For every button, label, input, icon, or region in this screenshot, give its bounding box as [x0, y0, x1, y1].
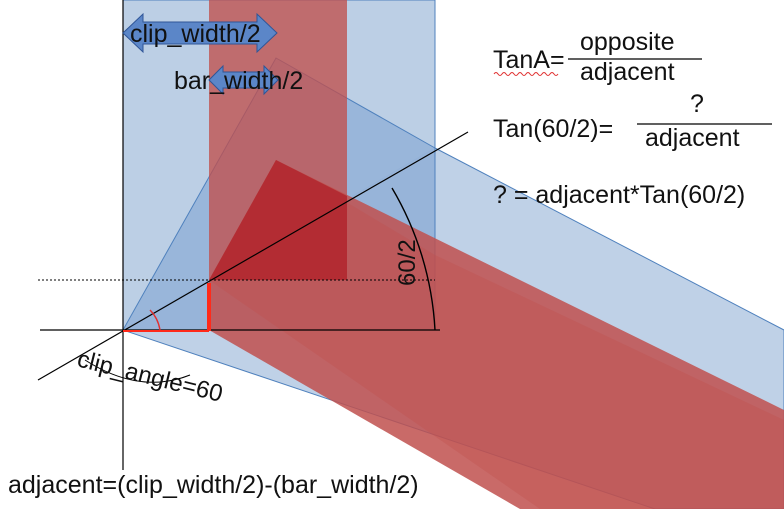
tan-formula-denominator: adjacent: [580, 58, 675, 86]
adjacent-formula-label: adjacent=(clip_width/2)-(bar_width/2): [8, 471, 419, 499]
spellcheck-squiggle: [493, 72, 559, 76]
tan60-formula-numerator: ?: [690, 90, 704, 118]
angle-half-arc: [391, 187, 436, 331]
diagonal-reference-line: [37, 131, 469, 381]
bar-width-arrow[interactable]: [208, 64, 279, 96]
bar-diagonal-strip: [209, 160, 784, 509]
angle-half-label: 60/2: [394, 239, 421, 286]
tan-formula-numerator: opposite: [580, 28, 675, 56]
clip-angle-small-arc: [149, 309, 161, 331]
clip-width-arrow[interactable]: [122, 12, 278, 54]
tan-formula-lhs: TanA=: [493, 46, 565, 74]
bar-corner-highlight: [209, 160, 347, 280]
tan60-formula-denominator: adjacent: [645, 124, 740, 152]
clip-width-label: clip_width/2: [130, 20, 261, 48]
clip-angle-label-arc: [84, 359, 191, 383]
bar-width-label: bar_width/2: [174, 67, 303, 95]
tan60-formula-lhs: Tan(60/2)=: [493, 115, 613, 143]
bar-diagonal-band: [209, 160, 784, 509]
result-formula: ? = adjacent*Tan(60/2): [493, 181, 745, 209]
